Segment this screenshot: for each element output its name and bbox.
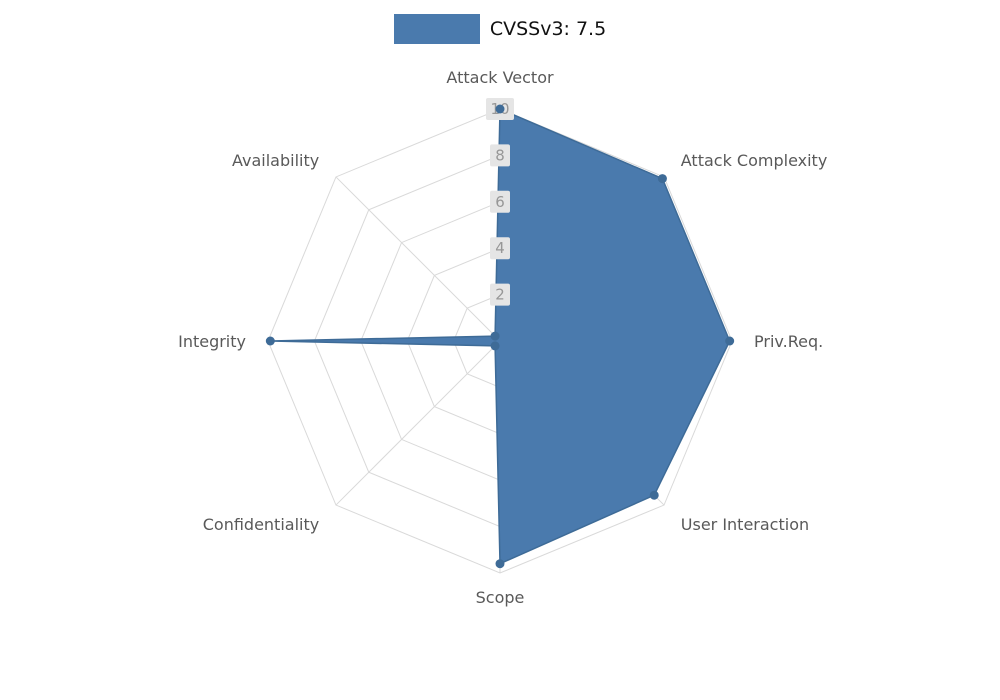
- legend[interactable]: CVSSv3: 7.5: [0, 14, 1000, 44]
- tick-label: 6: [495, 193, 505, 211]
- data-point: [649, 490, 659, 500]
- data-point: [265, 336, 275, 346]
- tick-label: 2: [495, 286, 505, 304]
- axis-label-scope: Scope: [476, 588, 525, 607]
- data-point: [495, 559, 505, 569]
- tick-label: 4: [495, 239, 505, 257]
- data-point: [725, 336, 735, 346]
- legend-label: CVSSv3: 7.5: [489, 18, 607, 40]
- legend-swatch: [393, 14, 480, 44]
- axis-label-attack-vector: Attack Vector: [446, 68, 554, 87]
- tick-label-bg: [490, 283, 510, 306]
- axis-label-priv-req-: Priv.Req.: [754, 332, 823, 351]
- data-point: [657, 174, 667, 184]
- axis-label-attack-complexity: Attack Complexity: [681, 151, 828, 170]
- axis-label-user-interaction: User Interaction: [681, 515, 809, 534]
- tick-label: 8: [495, 146, 505, 164]
- axis-label-integrity: Integrity: [178, 332, 246, 351]
- axis-label-availability: Availability: [232, 151, 319, 170]
- axis-label-confidentiality: Confidentiality: [203, 515, 319, 534]
- data-point: [495, 104, 505, 114]
- grid-spoke: [335, 176, 501, 342]
- tick-label-bg: [490, 144, 510, 167]
- grid-spoke: [335, 340, 501, 506]
- data-point: [490, 331, 500, 341]
- data-point: [490, 341, 500, 351]
- tick-label-bg: [490, 190, 510, 213]
- tick-label-bg: [490, 237, 510, 260]
